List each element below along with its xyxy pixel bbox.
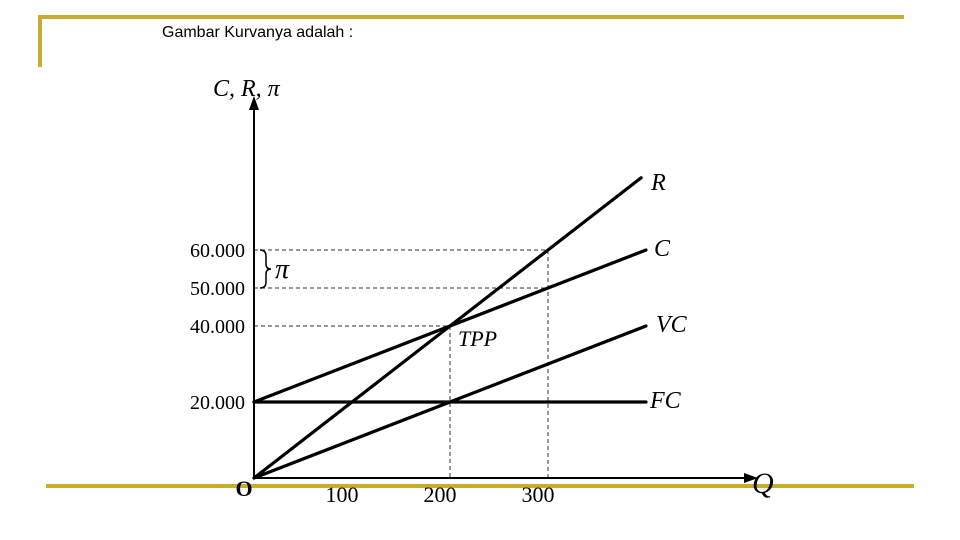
frame-top-rule (38, 15, 904, 19)
origin-label: O (235, 476, 252, 501)
series-label-r: R (650, 170, 666, 196)
x-axis-arrow (744, 473, 758, 483)
series-label-fc: FC (649, 388, 682, 414)
y-tick-label: 40.000 (190, 316, 245, 338)
series-label-c: C (654, 236, 671, 262)
y-axis-title: C, R, π (213, 76, 281, 102)
profit-label: π (275, 254, 290, 285)
tpp-annotation: TPP (458, 326, 497, 351)
y-tick-label: 50.000 (190, 278, 245, 300)
y-axis-arrow (249, 96, 259, 110)
x-tick-label: 100 (326, 482, 359, 507)
profit-brace (259, 249, 272, 289)
frame-left-rule (38, 15, 42, 67)
x-tick-label: 200 (424, 482, 457, 507)
frame-bottom-rule (46, 484, 914, 488)
x-axis-title: Q (752, 467, 774, 500)
slide-title: Gambar Kurvanya adalah : (162, 24, 354, 41)
series-label-vc: VC (656, 312, 688, 338)
y-tick-label: 60.000 (190, 240, 245, 262)
x-tick-label: 300 (522, 482, 555, 507)
y-tick-label: 20.000 (190, 392, 245, 414)
series-line-c (252, 248, 648, 404)
